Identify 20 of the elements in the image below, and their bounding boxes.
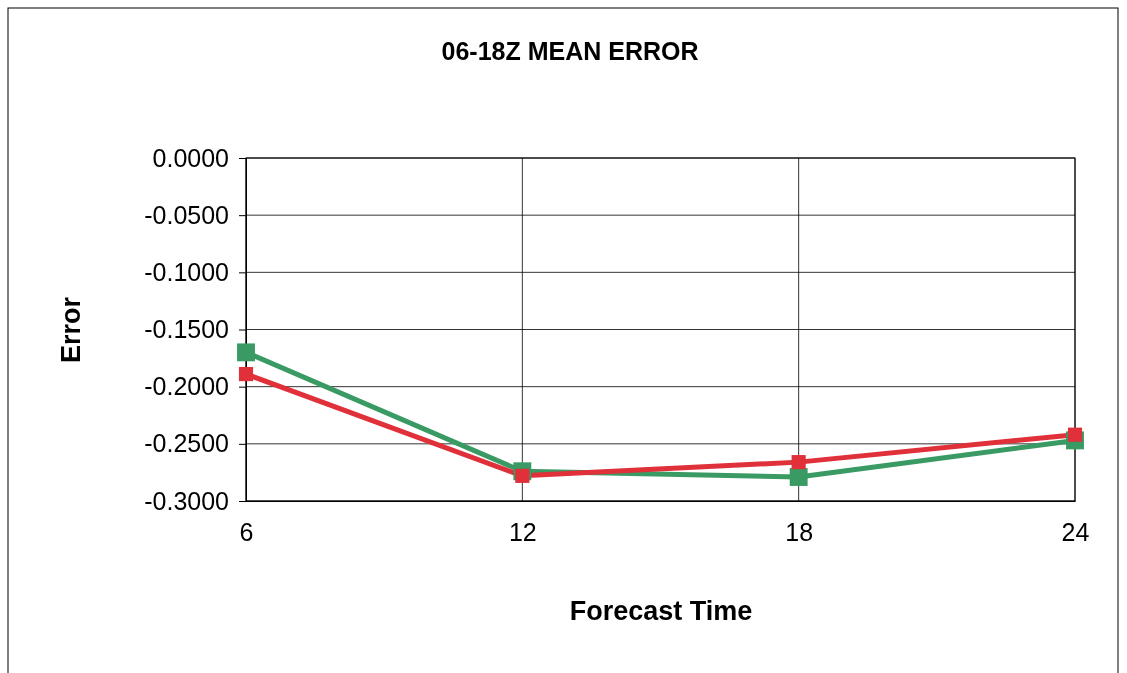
x-tick-label: 24 bbox=[1061, 517, 1090, 546]
y-tick-label: 0.0000 bbox=[152, 143, 229, 172]
point bbox=[1067, 427, 1083, 442]
x-tick-label: 18 bbox=[785, 517, 814, 546]
point bbox=[237, 343, 255, 362]
point bbox=[515, 468, 530, 483]
point bbox=[791, 455, 806, 470]
y-tick-label: -0.2500 bbox=[144, 429, 229, 458]
x-axis-title: Forecast Time bbox=[569, 596, 753, 626]
y-axis-title: Error bbox=[56, 296, 86, 364]
chart-title: 06-18Z MEAN ERROR bbox=[441, 37, 699, 65]
y-tick-label: -0.1000 bbox=[144, 257, 229, 286]
y-tick-label: -0.2000 bbox=[144, 372, 229, 401]
y-tick-label: -0.3000 bbox=[144, 486, 229, 515]
x-tick-label: 12 bbox=[508, 517, 537, 546]
point bbox=[789, 468, 808, 486]
y-tick-label: -0.0500 bbox=[144, 200, 229, 229]
y-tick-label: -0.1500 bbox=[144, 315, 229, 343]
x-tick-label: 6 bbox=[239, 517, 254, 546]
point bbox=[238, 367, 254, 382]
